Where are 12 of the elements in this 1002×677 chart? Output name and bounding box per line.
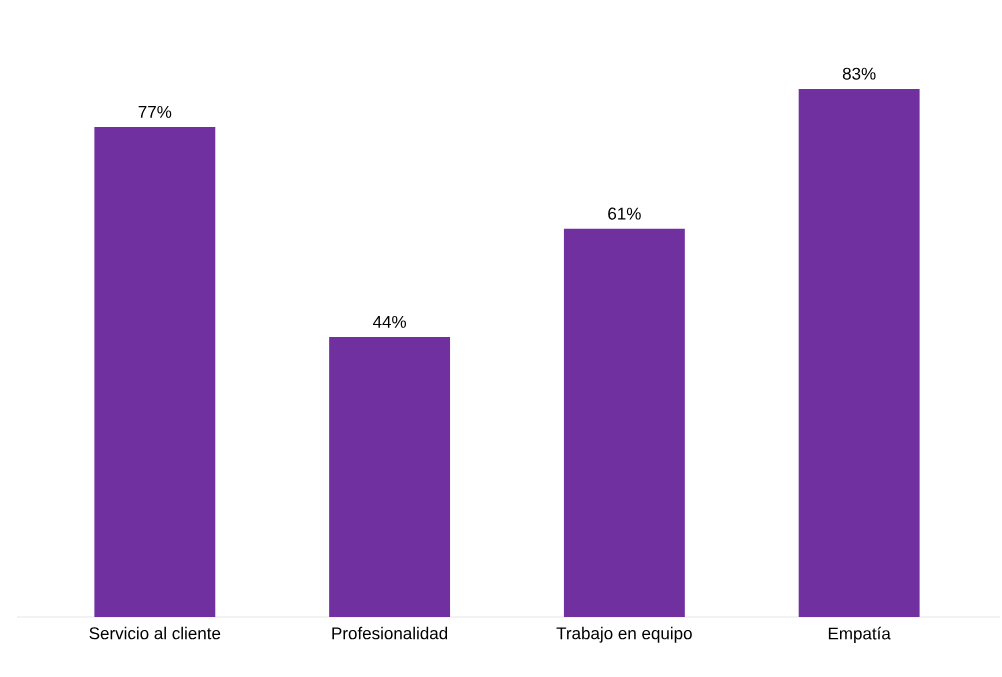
- bar: [798, 88, 920, 617]
- x-tick-label: Servicio al cliente: [89, 626, 221, 640]
- x-tick-label: Empatía: [828, 626, 891, 643]
- x-tick-label: Trabajo en equipo: [556, 626, 692, 643]
- data-label: 44%: [372, 315, 407, 328]
- data-label: 77%: [138, 105, 172, 118]
- data-label: 83%: [842, 67, 876, 80]
- bar: [94, 127, 216, 617]
- data-label: 61%: [608, 207, 641, 220]
- bar: [563, 228, 685, 617]
- bar: [329, 337, 451, 617]
- x-tick-label: Profesionalidad: [332, 626, 448, 640]
